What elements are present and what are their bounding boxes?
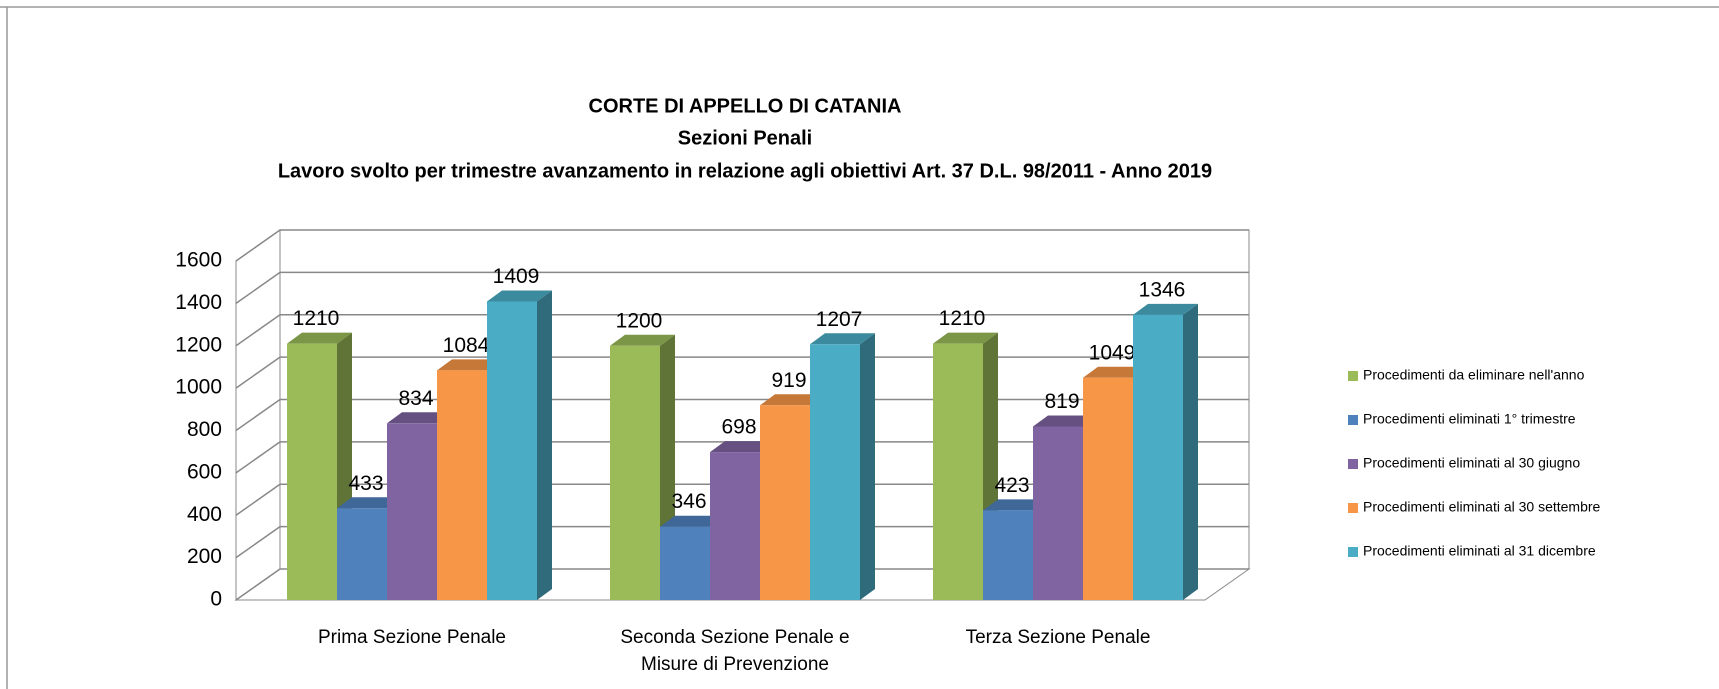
data-label: 819 — [1044, 390, 1079, 413]
bar-side — [860, 333, 875, 600]
data-label: 919 — [771, 369, 806, 392]
bar — [933, 343, 983, 600]
y-tick-label: 600 — [187, 460, 222, 483]
grid-line — [235, 525, 1249, 559]
bar-top — [287, 332, 352, 344]
y-tick-label: 1400 — [175, 291, 222, 314]
data-label: 423 — [994, 474, 1029, 497]
bar — [760, 405, 810, 600]
bar-top — [387, 412, 452, 424]
data-label: 346 — [671, 490, 706, 513]
bar-top — [1033, 415, 1098, 427]
legend-label: Procedimenti eliminati al 30 settembre — [1363, 499, 1601, 515]
data-label: 1207 — [816, 308, 863, 331]
bar-top — [660, 515, 725, 527]
legend-label: Procedimenti eliminati 1° trimestre — [1363, 411, 1576, 427]
grid-line — [235, 356, 1249, 389]
y-tick-label: 1000 — [175, 376, 222, 399]
bar-top — [760, 394, 825, 406]
y-tick-label: 0 — [210, 588, 222, 611]
data-label: 834 — [398, 387, 433, 410]
x-tick-label: Terza Sezione Penale — [966, 627, 1151, 648]
bar — [287, 343, 337, 600]
x-tick-label: Prima Sezione Penale — [318, 627, 506, 648]
bar — [1033, 426, 1083, 600]
chart-subtitle: Sezioni Penali — [678, 127, 812, 149]
bar-top — [487, 290, 552, 302]
data-label: 698 — [721, 416, 756, 439]
legend-swatch — [1348, 459, 1358, 469]
chart-subtitle: Lavoro svolto per trimestre avanzamento … — [278, 160, 1212, 182]
legend-swatch — [1348, 547, 1358, 557]
bar-top — [710, 441, 775, 453]
data-label: 1210 — [939, 307, 986, 330]
bar — [1133, 314, 1183, 600]
bar-side — [537, 290, 552, 600]
grid-line — [235, 441, 1249, 474]
bar — [610, 345, 660, 600]
bar-top — [437, 359, 502, 371]
bar — [437, 370, 487, 600]
legend-label: Procedimenti eliminati al 30 giugno — [1363, 455, 1580, 471]
y-tick-label: 400 — [187, 503, 222, 526]
legend-swatch — [1348, 371, 1358, 381]
grid-line — [235, 271, 1249, 304]
bar-top — [933, 332, 998, 344]
grid-line — [235, 229, 1249, 262]
data-label: 1049 — [1089, 341, 1136, 364]
grid-line — [235, 483, 1249, 516]
bar — [983, 510, 1033, 600]
data-label: 1200 — [616, 309, 663, 332]
bar-top — [1083, 366, 1148, 378]
bar — [1083, 377, 1133, 600]
legend-label: Procedimenti eliminati al 31 dicembre — [1363, 543, 1596, 559]
bar — [487, 301, 537, 600]
data-label: 1346 — [1139, 278, 1186, 301]
data-label: 1409 — [493, 265, 540, 288]
grid-line — [235, 568, 1249, 601]
bar — [337, 508, 387, 600]
y-tick-label: 800 — [187, 418, 222, 441]
x-tick-label: Seconda Sezione Penale e Misure di Preven… — [620, 627, 849, 675]
bar-top — [983, 499, 1048, 511]
data-label: 433 — [348, 472, 383, 495]
bar-top — [337, 497, 402, 509]
data-label: 1210 — [293, 307, 340, 330]
grid-line — [235, 314, 1249, 347]
bar — [710, 452, 760, 600]
bar — [387, 423, 437, 600]
bar-side — [1183, 303, 1198, 600]
legend-label: Procedimenti da eliminare nell'anno — [1363, 367, 1585, 383]
grid-line — [235, 398, 1249, 432]
legend-swatch — [1348, 503, 1358, 513]
legend-swatch — [1348, 415, 1358, 425]
bar-top — [1133, 303, 1198, 315]
bar-top — [610, 334, 675, 346]
chart-title: CORTE DI APPELLO DI CATANIA — [589, 95, 902, 117]
y-tick-label: 1600 — [175, 249, 222, 272]
y-tick-label: 1200 — [175, 333, 222, 356]
bar — [660, 526, 710, 600]
y-tick-label: 200 — [187, 545, 222, 568]
bar-top — [810, 333, 875, 345]
bar — [810, 344, 860, 600]
data-label: 1084 — [443, 334, 490, 357]
